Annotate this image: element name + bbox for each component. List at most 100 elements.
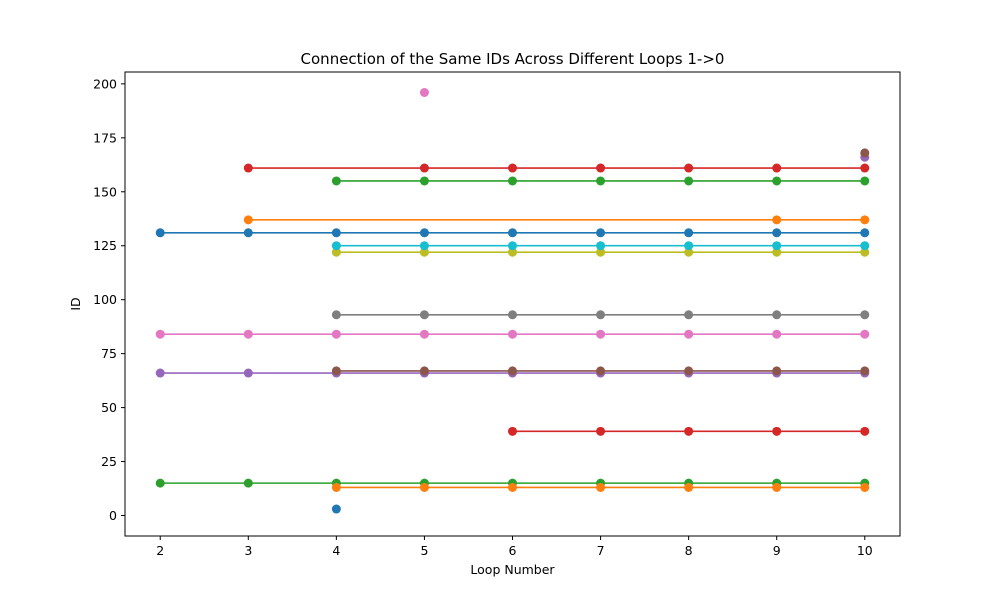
data-point — [596, 482, 606, 492]
data-point — [331, 329, 341, 339]
data-point — [419, 482, 429, 492]
x-tick-label: 6 — [509, 543, 517, 558]
y-tick-label: 125 — [93, 238, 117, 253]
x-tick-label: 4 — [332, 543, 340, 558]
data-point — [331, 241, 341, 251]
data-point — [596, 329, 606, 339]
data-point — [772, 163, 782, 173]
data-point — [419, 241, 429, 251]
data-point — [331, 366, 341, 376]
series — [331, 366, 870, 376]
y-tick-label: 100 — [93, 292, 117, 307]
data-point — [772, 426, 782, 436]
data-point — [155, 329, 165, 339]
data-point — [508, 366, 517, 376]
series — [331, 247, 870, 257]
data-point — [596, 310, 606, 320]
data-point — [596, 176, 606, 186]
data-point — [596, 366, 606, 376]
y-tick-label: 150 — [93, 184, 117, 199]
data-point — [860, 482, 870, 492]
series — [508, 426, 870, 436]
data-point — [772, 310, 782, 320]
data-point — [684, 163, 694, 173]
data-point — [860, 163, 870, 173]
data-point — [860, 366, 870, 376]
data-point — [860, 241, 870, 251]
data-point — [596, 163, 606, 173]
data-point — [419, 163, 429, 173]
x-tick-label: 5 — [420, 543, 428, 558]
y-axis-label: ID — [68, 297, 83, 310]
data-point — [860, 247, 870, 257]
data-point — [860, 215, 870, 225]
series — [331, 241, 870, 251]
x-axis: 2 3 4 5 6 7 8 9 10 — [156, 536, 873, 558]
data-point — [419, 366, 429, 376]
x-tick-label: 2 — [156, 543, 164, 558]
data-point — [772, 247, 782, 257]
data-point — [772, 366, 782, 376]
y-tick-label: 50 — [101, 400, 117, 415]
data-point — [772, 329, 782, 339]
data-point — [772, 228, 782, 238]
series — [331, 310, 870, 320]
series — [860, 148, 870, 158]
data-point — [331, 310, 341, 320]
chart-title: Connection of the Same IDs Across Differ… — [301, 50, 725, 68]
series — [243, 163, 870, 173]
data-point — [419, 228, 429, 238]
data-point — [331, 247, 341, 257]
data-point — [684, 247, 694, 257]
data-point — [243, 228, 253, 238]
x-tick-label: 7 — [597, 543, 605, 558]
data-point — [860, 426, 870, 436]
data-point — [508, 329, 517, 339]
data-point — [684, 366, 694, 376]
data-point — [243, 215, 253, 225]
data-point — [860, 176, 870, 186]
data-point — [596, 228, 606, 238]
data-point — [243, 329, 253, 339]
data-point — [684, 482, 694, 492]
data-point — [419, 329, 429, 339]
data-point — [772, 176, 782, 186]
x-tick-label: 10 — [857, 543, 873, 558]
data-point — [243, 163, 253, 173]
data-point — [684, 228, 694, 238]
data-point — [508, 176, 517, 186]
x-tick-label: 3 — [244, 543, 252, 558]
x-tick-label: 9 — [773, 543, 781, 558]
data-point — [684, 426, 694, 436]
data-point — [419, 88, 429, 98]
data-point — [155, 478, 165, 488]
data-point — [772, 482, 782, 492]
data-point — [596, 241, 606, 251]
series — [331, 504, 341, 514]
data-point — [684, 241, 694, 251]
series — [331, 482, 870, 492]
data-point — [243, 478, 253, 488]
data-point — [155, 368, 165, 378]
data-point — [243, 368, 253, 378]
x-tick-label: 8 — [685, 543, 693, 558]
data-point — [155, 228, 165, 238]
data-point — [860, 329, 870, 339]
y-axis: 0 25 50 75 100 125 150 175 200 — [93, 76, 125, 523]
data-point — [508, 247, 517, 257]
data-point — [508, 426, 517, 436]
y-tick-label: 175 — [93, 130, 117, 145]
data-point — [331, 482, 341, 492]
data-point — [508, 310, 517, 320]
data-point — [596, 247, 606, 257]
data-point — [419, 176, 429, 186]
series — [155, 228, 870, 238]
series — [243, 215, 870, 225]
data-point — [508, 482, 517, 492]
y-tick-label: 200 — [93, 76, 117, 91]
data-point — [419, 310, 429, 320]
data-point — [508, 228, 517, 238]
data-point — [860, 228, 870, 238]
